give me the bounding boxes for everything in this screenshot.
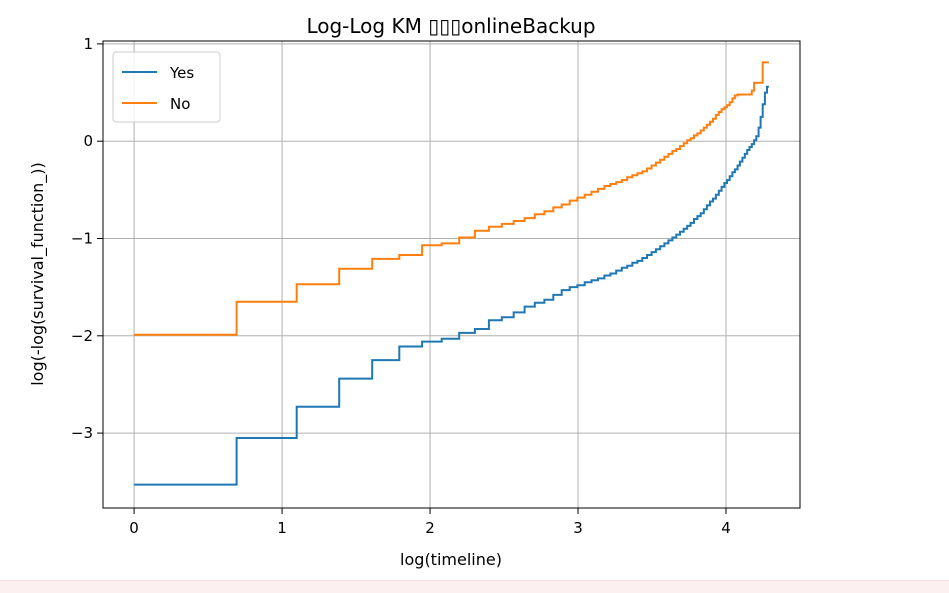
legend-label-yes: Yes <box>169 64 194 82</box>
legend: Yes No <box>112 51 221 123</box>
series-lines <box>134 61 769 486</box>
x-tick-label: 1 <box>277 519 287 537</box>
x-axis-label: log(timeline) <box>400 550 502 569</box>
x-tick-label: 2 <box>425 519 435 537</box>
x-tick-label: 4 <box>721 519 731 537</box>
grid <box>103 41 800 508</box>
y-tick-label: 1 <box>83 35 93 53</box>
y-axis-label: log(-log(survival_function_)) <box>28 162 48 386</box>
y-axis-ticks: 1 0 −1 −2 −3 <box>71 35 103 442</box>
legend-label-no: No <box>170 95 190 113</box>
x-axis-ticks: 0 1 2 3 4 <box>129 508 731 537</box>
y-tick-label: −1 <box>71 230 93 248</box>
x-tick-label: 3 <box>573 519 583 537</box>
plot-area-frame <box>102 40 801 509</box>
y-tick-label: −3 <box>71 424 93 442</box>
series-line-no <box>134 61 769 336</box>
legend-box <box>112 51 221 123</box>
y-tick-label: 0 <box>83 132 93 150</box>
series-line-yes <box>134 85 769 486</box>
x-tick-label: 0 <box>129 519 139 537</box>
y-tick-label: −2 <box>71 327 93 345</box>
output-notice-strip <box>0 580 949 593</box>
chart-title: Log-Log KM ▯▯▯onlineBackup <box>306 14 595 38</box>
